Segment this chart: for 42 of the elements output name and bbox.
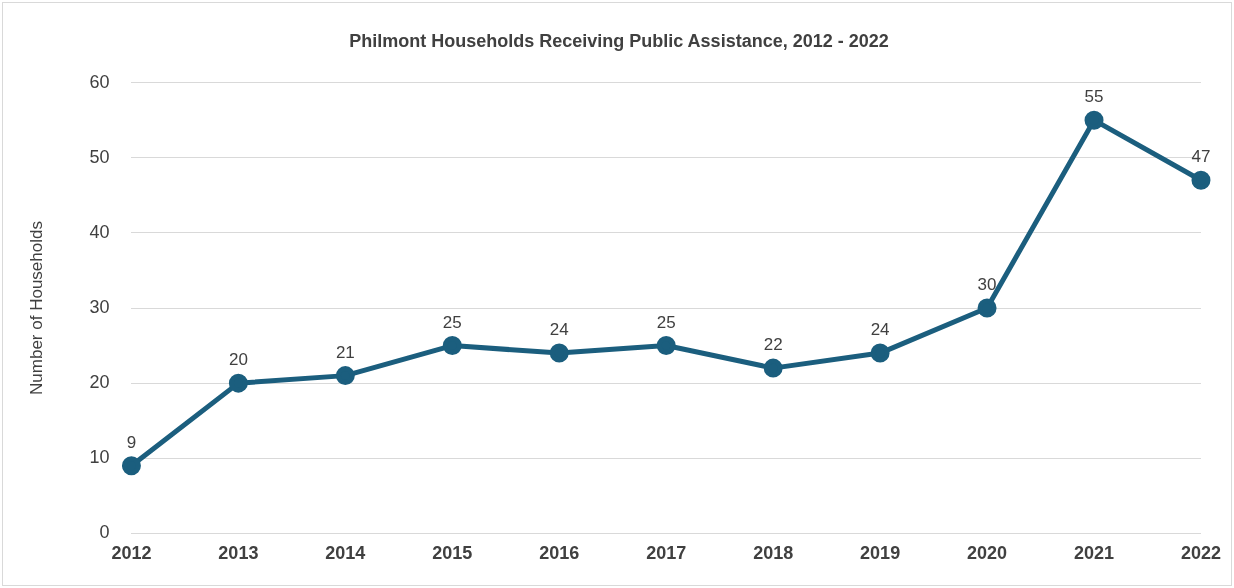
y-tick-label: 10 xyxy=(89,447,110,468)
y-tick-label: 30 xyxy=(89,296,110,317)
point xyxy=(870,343,890,363)
data-label: 55 xyxy=(1084,87,1104,107)
x-tick-label: 2019 xyxy=(860,543,901,564)
x-tick-label: 2018 xyxy=(753,543,794,564)
data-label: 30 xyxy=(977,275,997,295)
point xyxy=(1191,170,1211,190)
y-tick-label: 50 xyxy=(89,146,110,167)
point xyxy=(763,358,783,378)
point xyxy=(442,336,462,356)
y-tick-label: 20 xyxy=(89,372,110,393)
data-label: 25 xyxy=(656,312,676,332)
data-label: 24 xyxy=(870,320,890,340)
data-label: 25 xyxy=(442,312,462,332)
data-label: 20 xyxy=(228,350,248,370)
y-tick-label: 60 xyxy=(89,71,110,92)
point xyxy=(656,336,676,356)
point xyxy=(228,373,248,393)
y-tick-label: 0 xyxy=(99,522,110,543)
data-label: 47 xyxy=(1191,147,1211,167)
point xyxy=(549,343,569,363)
x-tick-label: 2021 xyxy=(1074,543,1115,564)
x-tick-label: 2020 xyxy=(967,543,1008,564)
x-tick-label: 2016 xyxy=(539,543,580,564)
data-label: 22 xyxy=(763,335,783,355)
x-tick-label: 2012 xyxy=(111,543,152,564)
data-label: 24 xyxy=(549,320,569,340)
data-label: 21 xyxy=(335,342,355,362)
x-tick-label: 2015 xyxy=(432,543,473,564)
x-tick-label: 2013 xyxy=(218,543,259,564)
x-tick-label: 2014 xyxy=(325,543,366,564)
point xyxy=(977,298,997,318)
x-tick-label: 2017 xyxy=(646,543,687,564)
point xyxy=(1084,110,1104,130)
x-tick-label: 2022 xyxy=(1180,543,1221,564)
chart-title: Philmont Households Receiving Public Assistance, 2012 - 2022 xyxy=(349,30,889,51)
point xyxy=(335,366,355,386)
y-axis-title: Number of Households xyxy=(26,221,46,395)
data-label: 9 xyxy=(126,432,137,452)
y-tick-label: 40 xyxy=(89,221,110,242)
point xyxy=(121,456,141,476)
